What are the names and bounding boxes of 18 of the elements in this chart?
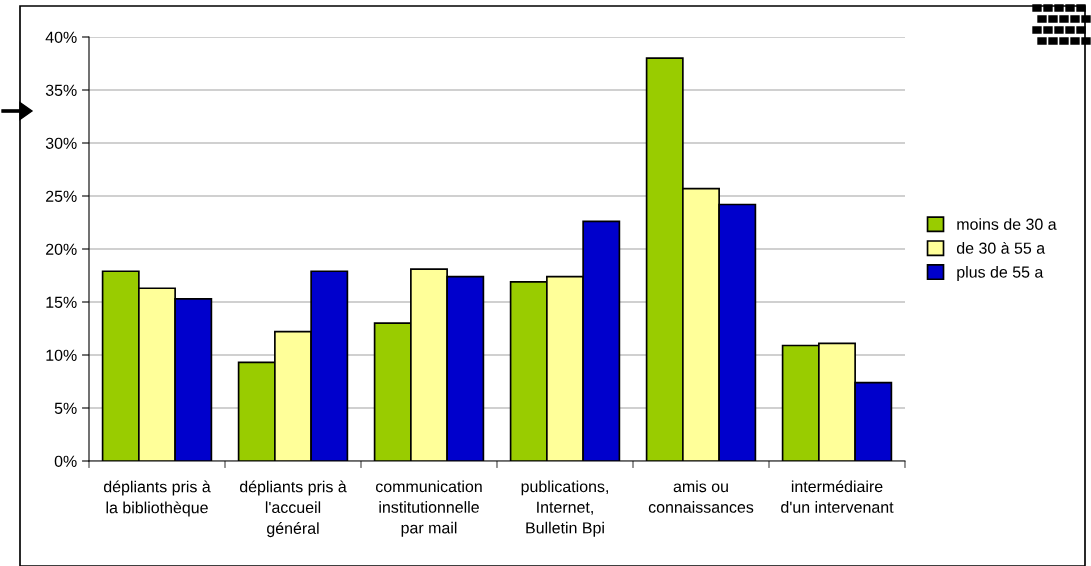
x-tick-label: publications, Internet, Bulletin Bpi xyxy=(521,480,608,537)
x-tick-label: intermédiaire d'un intervenant xyxy=(781,480,894,513)
legend-label: de 30 à 55 a xyxy=(956,241,1046,254)
x-tick-label: dépliants pris à la bibliothèque xyxy=(103,480,211,517)
legend-label: plus de 55 a xyxy=(957,266,1044,281)
y-tick-label: 35% xyxy=(45,84,77,96)
y-tick-label: 25% xyxy=(46,190,77,202)
y-tick-label: 15% xyxy=(46,296,77,308)
x-tick-label: dépliants pris à l'accueil général xyxy=(239,480,347,538)
y-tick-label: 10% xyxy=(46,349,77,361)
legend-label: moins de 30 a xyxy=(957,218,1057,230)
x-tick-label: communication institutionnelle par mail xyxy=(375,480,482,537)
y-tick-label: 0% xyxy=(54,455,77,467)
y-tick-label: 40% xyxy=(45,31,77,43)
x-tick-label: amis ou connaissances xyxy=(648,480,754,513)
y-tick-label: 30% xyxy=(45,137,77,149)
y-tick-label: 5% xyxy=(54,402,77,414)
y-tick-label: 20% xyxy=(46,243,77,255)
